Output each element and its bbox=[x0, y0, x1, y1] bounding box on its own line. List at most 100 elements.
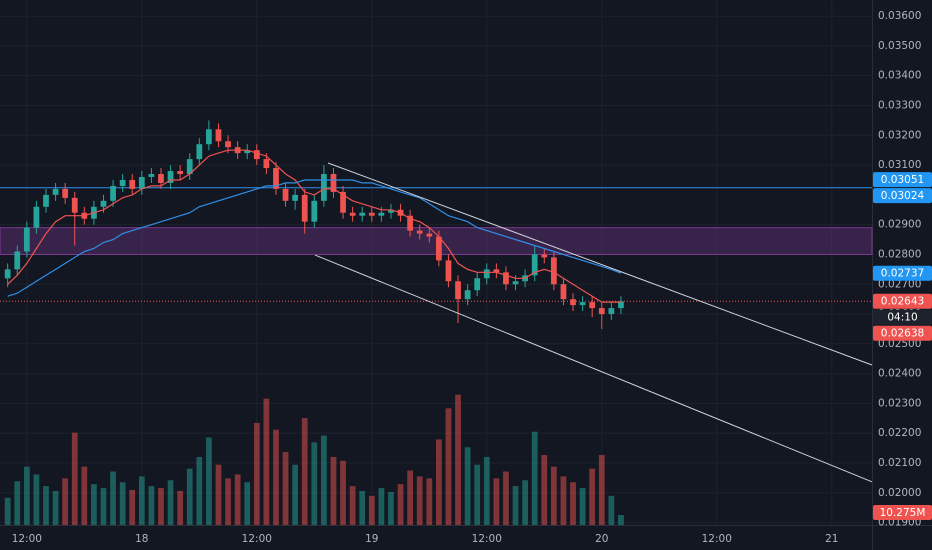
volume-bar bbox=[436, 439, 442, 525]
volume-bar bbox=[368, 495, 375, 525]
y-tick-label: 0.03100 bbox=[878, 159, 921, 171]
volume-bar bbox=[550, 466, 557, 525]
volume-bar bbox=[560, 476, 567, 525]
volume-bar bbox=[33, 474, 40, 525]
candle-body bbox=[426, 233, 433, 237]
volume-bar bbox=[531, 431, 538, 525]
candle-body bbox=[503, 272, 509, 285]
volume-bar bbox=[43, 486, 49, 525]
volume-bar bbox=[311, 442, 318, 525]
volume-bar bbox=[186, 468, 193, 525]
volume-bar bbox=[330, 456, 337, 525]
candle-body bbox=[321, 174, 327, 201]
price-label-box bbox=[873, 188, 932, 204]
candle-body bbox=[464, 290, 471, 300]
volume-bar bbox=[14, 481, 21, 525]
candle-body bbox=[493, 269, 500, 273]
volume-bar bbox=[618, 515, 624, 525]
volume-bar bbox=[397, 484, 404, 525]
candle-body bbox=[330, 174, 337, 192]
volume-bar bbox=[91, 484, 97, 525]
y-tick-label: 0.02200 bbox=[878, 427, 921, 439]
price-label: 0.02643 bbox=[881, 296, 924, 308]
volume-bar bbox=[292, 464, 299, 525]
volume-bar bbox=[129, 490, 136, 525]
volume-bar bbox=[206, 437, 212, 525]
volume-bar bbox=[426, 478, 433, 525]
candle-body bbox=[4, 269, 11, 279]
x-tick-label: 12:00 bbox=[472, 533, 502, 545]
y-tick-label: 0.02900 bbox=[878, 219, 921, 231]
volume-bar bbox=[52, 490, 59, 525]
candle-body bbox=[253, 150, 260, 160]
volume-bar bbox=[598, 455, 605, 525]
candle-body bbox=[483, 269, 490, 279]
price-label: 0.03024 bbox=[881, 190, 925, 202]
x-tick-label: 12:00 bbox=[242, 533, 272, 545]
candle-body bbox=[618, 301, 624, 309]
volume-bar bbox=[263, 398, 270, 525]
volume-bar bbox=[301, 418, 308, 525]
candle-body bbox=[33, 206, 40, 228]
volume-bar bbox=[71, 432, 78, 525]
y-tick-label: 0.03200 bbox=[878, 129, 921, 141]
candle-body bbox=[263, 159, 270, 169]
volume-bar bbox=[167, 480, 174, 525]
volume-bar bbox=[503, 471, 509, 525]
volume-bar bbox=[388, 491, 394, 525]
volume-bar bbox=[244, 482, 251, 525]
candle-body bbox=[589, 302, 596, 309]
volume-bar bbox=[407, 470, 414, 525]
price-label: 0.02737 bbox=[881, 268, 924, 280]
y-tick-label: 0.02100 bbox=[878, 457, 921, 469]
y-tick-label: 0.03600 bbox=[878, 10, 921, 22]
candle-body bbox=[340, 191, 346, 213]
volume-bar bbox=[579, 488, 586, 525]
volume-bar bbox=[158, 488, 164, 525]
candle-body bbox=[62, 188, 69, 198]
volume-bar bbox=[378, 488, 385, 525]
volume-bar bbox=[349, 486, 356, 525]
volume-bar bbox=[493, 478, 500, 525]
price-label: 0.03051 bbox=[881, 174, 924, 186]
volume-bar bbox=[196, 456, 203, 525]
candle-body bbox=[225, 141, 231, 148]
candle-body bbox=[455, 281, 461, 300]
candle-body bbox=[206, 129, 212, 145]
volume-bar bbox=[273, 429, 279, 525]
candle-body bbox=[512, 281, 519, 285]
candle-body bbox=[177, 171, 184, 175]
trendline bbox=[327, 162, 873, 366]
candle-body bbox=[282, 188, 289, 201]
candle-body bbox=[474, 278, 481, 291]
volume-bar bbox=[445, 408, 452, 525]
moving-average bbox=[7, 149, 621, 303]
candle-body bbox=[407, 215, 414, 231]
volume-bar bbox=[512, 486, 519, 525]
volume-bar bbox=[282, 452, 289, 525]
candle-body bbox=[43, 194, 49, 207]
candle-body bbox=[71, 197, 78, 213]
candle-body bbox=[14, 251, 21, 270]
volume-label: 10.275M bbox=[880, 507, 926, 519]
candle-body bbox=[23, 227, 30, 252]
volume-bar bbox=[100, 488, 107, 525]
candle-body bbox=[608, 308, 615, 315]
price-label-box bbox=[873, 325, 932, 341]
candle-body bbox=[579, 302, 586, 306]
candle-body bbox=[301, 194, 308, 222]
price-label-box bbox=[873, 309, 932, 325]
candle-body bbox=[119, 179, 126, 186]
y-tick-label: 0.02500 bbox=[878, 338, 921, 350]
candle-body bbox=[349, 212, 356, 216]
candle-body bbox=[378, 212, 385, 216]
candle-body bbox=[292, 194, 299, 201]
volume-label-box bbox=[873, 505, 932, 520]
y-tick-label: 0.02800 bbox=[878, 248, 921, 260]
volume-bar bbox=[62, 478, 69, 525]
candle-body bbox=[359, 212, 366, 216]
y-tick-label: 0.03500 bbox=[878, 40, 921, 52]
volume-bar bbox=[589, 468, 596, 525]
candle-body bbox=[311, 200, 318, 222]
volume-bar bbox=[81, 466, 88, 525]
